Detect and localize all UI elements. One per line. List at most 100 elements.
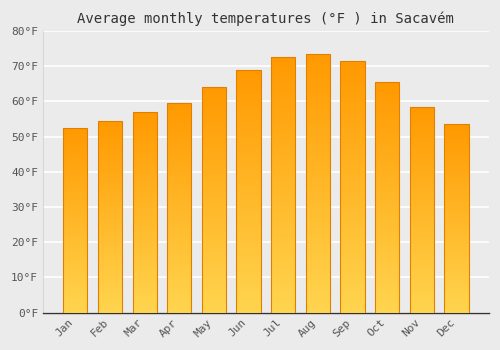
Bar (98, 201, 122, 204)
Bar (306, 170, 330, 175)
Bar (306, 106, 330, 110)
Bar (167, 107, 192, 110)
Bar (236, 134, 260, 139)
Bar (375, 120, 400, 124)
Bar (410, 237, 434, 240)
Bar (132, 155, 157, 159)
Bar (63, 273, 88, 276)
Bar (340, 300, 364, 304)
Bar (132, 219, 157, 222)
Bar (444, 181, 468, 184)
Bar (63, 134, 88, 137)
Bar (98, 258, 122, 261)
Bar (236, 155, 260, 159)
Bar (340, 254, 364, 258)
Bar (98, 265, 122, 268)
Bar (306, 97, 330, 101)
Bar (340, 266, 364, 271)
Bar (410, 162, 434, 165)
Bar (98, 214, 122, 217)
Bar (306, 80, 330, 84)
Bar (132, 205, 157, 209)
Bar (271, 172, 295, 176)
Bar (132, 139, 157, 142)
Bar (444, 303, 468, 306)
Bar (202, 223, 226, 226)
Bar (340, 61, 364, 313)
Bar (306, 209, 330, 214)
Bar (202, 286, 226, 290)
Bar (271, 138, 295, 142)
Bar (306, 201, 330, 205)
Bar (202, 159, 226, 162)
Bar (236, 82, 260, 86)
Bar (340, 111, 364, 116)
Bar (410, 247, 434, 251)
Bar (63, 152, 88, 155)
Bar (98, 242, 122, 245)
Bar (410, 295, 434, 299)
Bar (98, 233, 122, 236)
Bar (375, 259, 400, 262)
Bar (271, 249, 295, 253)
Bar (132, 222, 157, 226)
Bar (375, 278, 400, 282)
Bar (98, 252, 122, 255)
Bar (306, 119, 330, 123)
Bar (375, 309, 400, 313)
Bar (167, 274, 192, 278)
Bar (132, 232, 157, 236)
Bar (375, 251, 400, 255)
Bar (236, 90, 260, 94)
Bar (375, 282, 400, 286)
Bar (410, 213, 434, 217)
Bar (167, 141, 192, 145)
Bar (340, 304, 364, 308)
Bar (444, 297, 468, 300)
Bar (63, 257, 88, 260)
Bar (444, 275, 468, 278)
Bar (202, 113, 226, 117)
Bar (202, 282, 226, 286)
Bar (98, 185, 122, 188)
Bar (167, 225, 192, 229)
Bar (306, 162, 330, 166)
Bar (375, 132, 400, 136)
Bar (167, 148, 192, 152)
Bar (410, 131, 434, 134)
Bar (444, 287, 468, 290)
Bar (98, 268, 122, 271)
Bar (410, 302, 434, 306)
Bar (306, 282, 330, 287)
Bar (98, 290, 122, 293)
Bar (306, 244, 330, 248)
Bar (236, 126, 260, 131)
Bar (340, 237, 364, 241)
Bar (444, 218, 468, 222)
Bar (444, 253, 468, 256)
Bar (132, 112, 157, 313)
Bar (167, 288, 192, 292)
Bar (410, 203, 434, 206)
Bar (132, 189, 157, 192)
Bar (306, 110, 330, 114)
Bar (202, 219, 226, 223)
Bar (340, 90, 364, 94)
Bar (63, 171, 88, 174)
Bar (271, 279, 295, 283)
Bar (444, 294, 468, 297)
Bar (410, 299, 434, 302)
Bar (340, 271, 364, 275)
Bar (236, 86, 260, 90)
Bar (306, 54, 330, 58)
Bar (271, 62, 295, 66)
Bar (444, 266, 468, 269)
Bar (306, 71, 330, 75)
Bar (63, 232, 88, 236)
Bar (132, 282, 157, 286)
Bar (444, 140, 468, 143)
Bar (271, 240, 295, 245)
Bar (63, 196, 88, 199)
Bar (306, 231, 330, 235)
Bar (167, 169, 192, 173)
